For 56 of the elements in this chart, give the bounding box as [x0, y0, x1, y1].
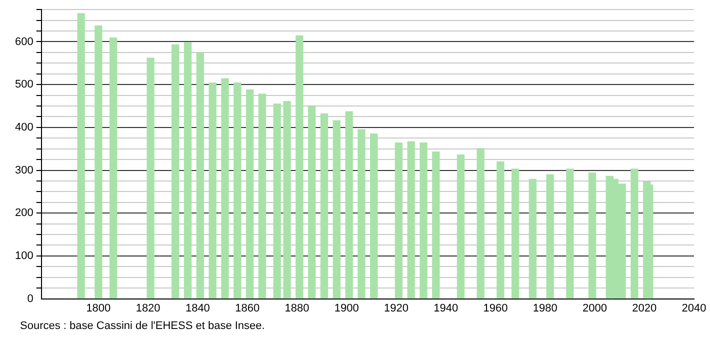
bar	[358, 129, 366, 299]
bar	[546, 174, 554, 299]
bar	[566, 168, 574, 299]
bar	[109, 38, 118, 299]
bar	[496, 161, 504, 299]
bar	[394, 142, 403, 299]
bar	[221, 78, 229, 299]
bar	[646, 184, 654, 299]
x-tick-label: 1800	[86, 302, 111, 314]
bar	[370, 134, 378, 299]
bar	[345, 111, 353, 299]
bar	[432, 152, 440, 299]
x-tick-label: 2020	[632, 302, 657, 314]
x-tick-label: 1880	[284, 302, 310, 314]
y-tick-label: 200	[14, 207, 34, 220]
bar	[184, 42, 192, 299]
bar	[296, 35, 304, 299]
bar	[234, 82, 242, 299]
x-tick-label: 1900	[334, 302, 359, 314]
bar	[407, 141, 415, 299]
x-tick-label: 1840	[185, 302, 210, 314]
x-tick-label: 1860	[235, 302, 260, 314]
bar	[196, 52, 204, 299]
bar	[94, 26, 102, 299]
bar	[588, 172, 596, 299]
bar	[273, 104, 281, 299]
x-tick-label: 1820	[136, 302, 160, 314]
y-tick-label: 300	[14, 164, 34, 176]
bar	[332, 120, 340, 299]
bar	[630, 168, 638, 299]
source-note: Sources : base Cassini de l'EHESS et base Insee.	[20, 320, 265, 332]
bar	[246, 89, 254, 299]
bar	[320, 113, 328, 299]
x-tick-label: 2000	[582, 302, 607, 314]
bar	[77, 13, 85, 299]
bar	[456, 154, 465, 299]
x-tick-label: 2040	[682, 302, 706, 314]
x-tick-label: 1920	[384, 302, 408, 314]
x-tick-label: 1960	[483, 302, 508, 314]
y-tick-label: 600	[14, 36, 34, 48]
bar	[208, 82, 216, 299]
bar	[420, 142, 428, 299]
y-tick-label: 500	[14, 78, 34, 91]
y-tick-label: 400	[14, 121, 34, 134]
bar	[528, 178, 537, 299]
y-tick-label: 0	[27, 292, 34, 305]
bar	[172, 44, 180, 299]
bar	[308, 105, 316, 299]
y-tick-label: 100	[14, 250, 34, 262]
bar	[283, 100, 291, 299]
bar	[476, 148, 484, 299]
bar	[146, 58, 154, 299]
x-tick-label: 1940	[434, 302, 458, 314]
bar	[258, 94, 266, 299]
x-tick-label: 1980	[532, 302, 558, 314]
bar	[512, 168, 520, 299]
